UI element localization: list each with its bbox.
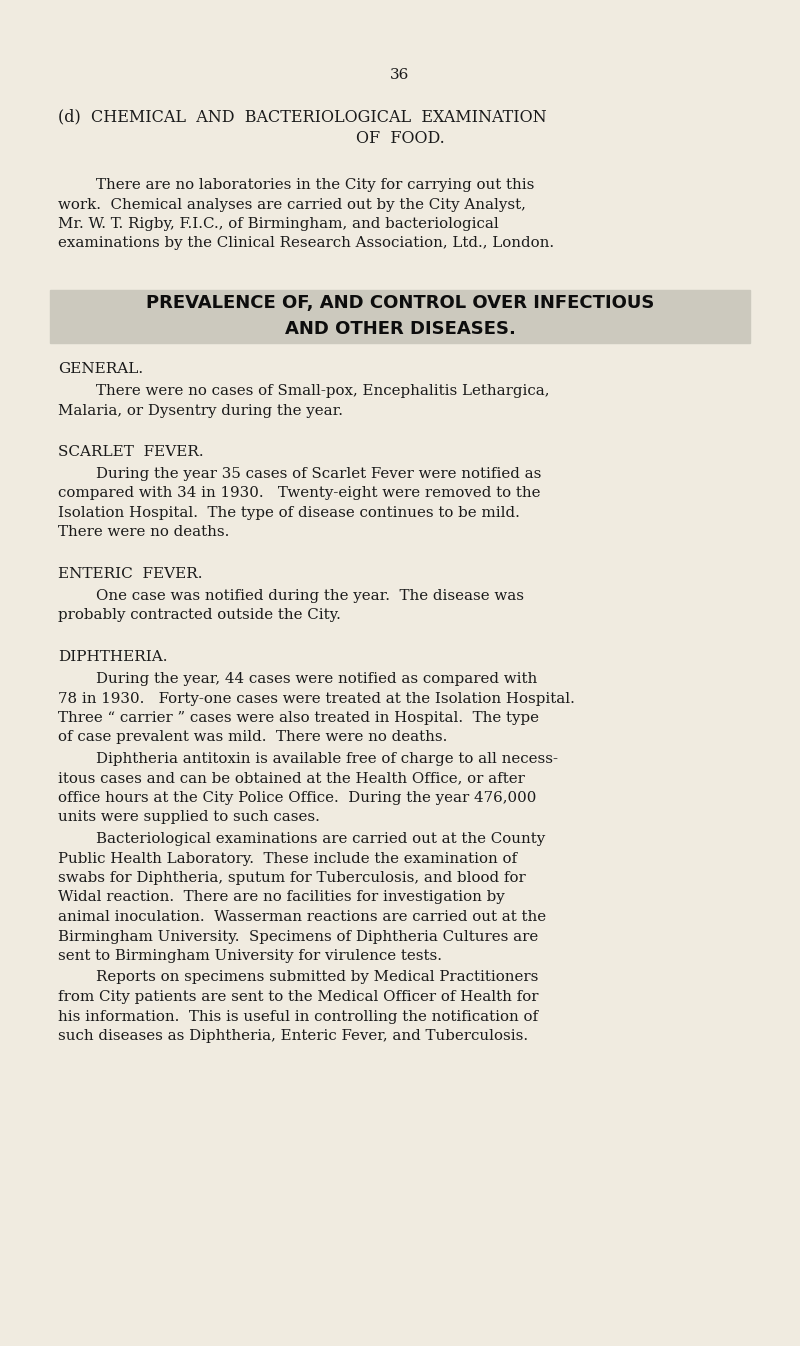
Text: Three “ carrier ” cases were also treated in Hospital.  The type: Three “ carrier ” cases were also treate…: [58, 711, 539, 725]
Text: itous cases and can be obtained at the Health Office, or after: itous cases and can be obtained at the H…: [58, 771, 525, 786]
Text: sent to Birmingham University for virulence tests.: sent to Birmingham University for virule…: [58, 949, 442, 962]
Text: his information.  This is useful in controlling the notification of: his information. This is useful in contr…: [58, 1010, 538, 1023]
Text: animal inoculation.  Wasserman reactions are carried out at the: animal inoculation. Wasserman reactions …: [58, 910, 546, 923]
Text: Isolation Hospital.  The type of disease continues to be mild.: Isolation Hospital. The type of disease …: [58, 506, 520, 520]
Text: DIPHTHERIA.: DIPHTHERIA.: [58, 650, 167, 664]
Text: One case was notified during the year.  The disease was: One case was notified during the year. T…: [58, 590, 524, 603]
Text: such diseases as Diphtheria, Enteric Fever, and Tuberculosis.: such diseases as Diphtheria, Enteric Fev…: [58, 1028, 528, 1043]
Text: work.  Chemical analyses are carried out by the City Analyst,: work. Chemical analyses are carried out …: [58, 198, 526, 211]
Text: There are no laboratories in the City for carrying out this: There are no laboratories in the City fo…: [58, 178, 534, 192]
Text: AND OTHER DISEASES.: AND OTHER DISEASES.: [285, 320, 515, 338]
Text: 78 in 1930.   Forty-one cases were treated at the Isolation Hospital.: 78 in 1930. Forty-one cases were treated…: [58, 692, 575, 705]
Text: of case prevalent was mild.  There were no deaths.: of case prevalent was mild. There were n…: [58, 731, 447, 744]
Text: Widal reaction.  There are no facilities for investigation by: Widal reaction. There are no facilities …: [58, 891, 505, 905]
Text: units were supplied to such cases.: units were supplied to such cases.: [58, 810, 320, 825]
Text: OF  FOOD.: OF FOOD.: [356, 131, 444, 147]
Text: There were no deaths.: There were no deaths.: [58, 525, 230, 540]
Text: office hours at the City Police Office.  During the year 476,000: office hours at the City Police Office. …: [58, 791, 536, 805]
Text: ENTERIC  FEVER.: ENTERIC FEVER.: [58, 567, 202, 581]
Text: probably contracted outside the City.: probably contracted outside the City.: [58, 608, 341, 622]
Text: Birmingham University.  Specimens of Diphtheria Cultures are: Birmingham University. Specimens of Diph…: [58, 930, 538, 944]
Text: (d)  CHEMICAL  AND  BACTERIOLOGICAL  EXAMINATION: (d) CHEMICAL AND BACTERIOLOGICAL EXAMINA…: [58, 108, 546, 125]
Text: Bacteriological examinations are carried out at the County: Bacteriological examinations are carried…: [58, 832, 546, 847]
Text: from City patients are sent to the Medical Officer of Health for: from City patients are sent to the Medic…: [58, 991, 538, 1004]
Text: There were no cases of Small-pox, Encephalitis Lethargica,: There were no cases of Small-pox, Enceph…: [58, 384, 550, 398]
Text: Public Health Laboratory.  These include the examination of: Public Health Laboratory. These include …: [58, 852, 517, 865]
Text: Diphtheria antitoxin is available free of charge to all necess-: Diphtheria antitoxin is available free o…: [58, 752, 558, 766]
Text: GENERAL.: GENERAL.: [58, 362, 143, 376]
Text: swabs for Diphtheria, sputum for Tuberculosis, and blood for: swabs for Diphtheria, sputum for Tubercu…: [58, 871, 526, 886]
Text: Mr. W. T. Rigby, F.I.C., of Birmingham, and bacteriological: Mr. W. T. Rigby, F.I.C., of Birmingham, …: [58, 217, 498, 232]
Text: 36: 36: [390, 69, 410, 82]
Text: During the year 35 cases of Scarlet Fever were notified as: During the year 35 cases of Scarlet Feve…: [58, 467, 542, 481]
Text: Malaria, or Dysentry during the year.: Malaria, or Dysentry during the year.: [58, 404, 343, 417]
Text: PREVALENCE OF, AND CONTROL OVER INFECTIOUS: PREVALENCE OF, AND CONTROL OVER INFECTIO…: [146, 293, 654, 312]
Text: examinations by the Clinical Research Association, Ltd., London.: examinations by the Clinical Research As…: [58, 237, 554, 250]
Bar: [50, 289, 750, 343]
Text: During the year, 44 cases were notified as compared with: During the year, 44 cases were notified …: [58, 672, 538, 686]
Text: SCARLET  FEVER.: SCARLET FEVER.: [58, 446, 204, 459]
Text: Reports on specimens submitted by Medical Practitioners: Reports on specimens submitted by Medica…: [58, 970, 538, 984]
Text: compared with 34 in 1930.   Twenty-eight were removed to the: compared with 34 in 1930. Twenty-eight w…: [58, 486, 541, 501]
